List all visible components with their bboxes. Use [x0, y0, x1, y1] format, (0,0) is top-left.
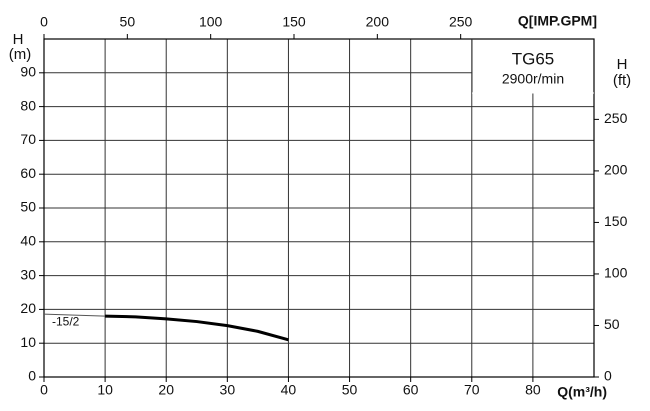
y2-label-symbol: H	[617, 56, 628, 73]
y-label-unit: (m)	[9, 46, 32, 63]
x2-label: Q[IMP.GPM]	[518, 13, 597, 29]
x-tick-label: 0	[40, 382, 48, 398]
y-tick-label: 90	[20, 64, 36, 80]
x-tick-label: 30	[220, 382, 236, 398]
pump-curve	[105, 314, 289, 342]
annotation-speed: 2900r/min	[502, 71, 564, 87]
y2-tick-label: 200	[604, 162, 628, 178]
curve-label: -15/2	[52, 314, 80, 328]
x-tick-label: 60	[403, 382, 419, 398]
x2-tick-label: 0	[40, 14, 48, 30]
y2-tick-label: 250	[604, 110, 628, 126]
y-tick-label: 40	[20, 233, 36, 249]
x2-tick-label: 100	[199, 14, 223, 30]
x2-tick-label: 200	[366, 14, 390, 30]
x-tick-label: 70	[464, 382, 480, 398]
curve-extension	[43, 313, 106, 317]
x-tick-label: 40	[281, 382, 297, 398]
x-tick-label: 20	[158, 382, 174, 398]
y-tick-label: 0	[28, 368, 36, 384]
y-tick-label: 50	[20, 199, 36, 215]
y2-tick-label: 50	[604, 316, 620, 332]
x-tick-label: 80	[525, 382, 541, 398]
y-tick-label: 70	[20, 131, 36, 147]
x-label: Q(m³/h)	[557, 384, 607, 400]
y2-label-unit: (ft)	[613, 72, 631, 89]
x-tick-label: 10	[97, 382, 113, 398]
y2-tick-label: 0	[604, 368, 612, 384]
y-tick-label: 30	[20, 266, 36, 282]
y-tick-label: 80	[20, 97, 36, 113]
x2-tick-label: 250	[449, 14, 473, 30]
annotation-model: TG65	[512, 49, 555, 68]
y-tick-label: 60	[20, 165, 36, 181]
y-label-symbol: H	[13, 31, 24, 48]
y-tick-label: 10	[20, 334, 36, 350]
y-tick-label: 20	[20, 300, 36, 316]
x2-tick-label: 50	[120, 14, 136, 30]
y2-tick-label: 150	[604, 213, 628, 229]
x-tick-label: 50	[342, 382, 358, 398]
plot-frame	[43, 38, 595, 378]
x2-tick-label: 150	[282, 14, 306, 30]
y2-tick-label: 100	[604, 265, 628, 281]
